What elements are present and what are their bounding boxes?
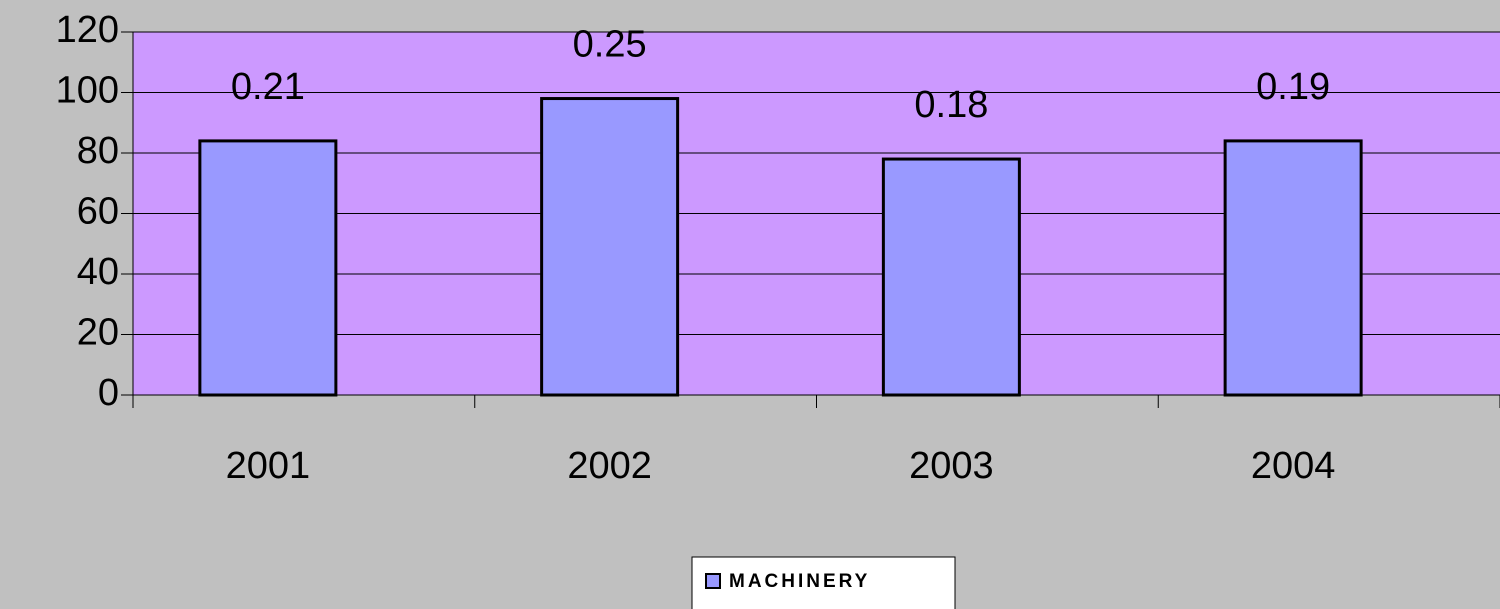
x-tick-label: 2004 <box>1251 445 1336 487</box>
y-tick-label: 0 <box>98 372 119 414</box>
y-tick-label: 60 <box>77 191 119 233</box>
bar <box>1223 139 1363 397</box>
y-tick-label: 40 <box>77 251 119 293</box>
data-label: 0.21 <box>231 66 305 108</box>
data-label: 0.18 <box>914 84 988 126</box>
data-label: 0.19 <box>1256 66 1330 108</box>
x-tick-label: 2003 <box>909 445 994 487</box>
y-tick-label: 80 <box>77 130 119 172</box>
legend-swatch <box>705 573 721 589</box>
bar <box>540 97 680 397</box>
legend-label: MACHINERY <box>729 571 870 592</box>
bar <box>198 139 338 397</box>
legend-box <box>691 556 956 609</box>
data-label: 0.25 <box>573 24 647 66</box>
y-tick-label: 120 <box>56 9 119 51</box>
bar <box>881 157 1021 397</box>
x-tick-label: 2002 <box>567 445 652 487</box>
y-tick-label: 20 <box>77 312 119 354</box>
x-tick-label: 2001 <box>226 445 311 487</box>
y-tick-label: 100 <box>56 70 119 112</box>
